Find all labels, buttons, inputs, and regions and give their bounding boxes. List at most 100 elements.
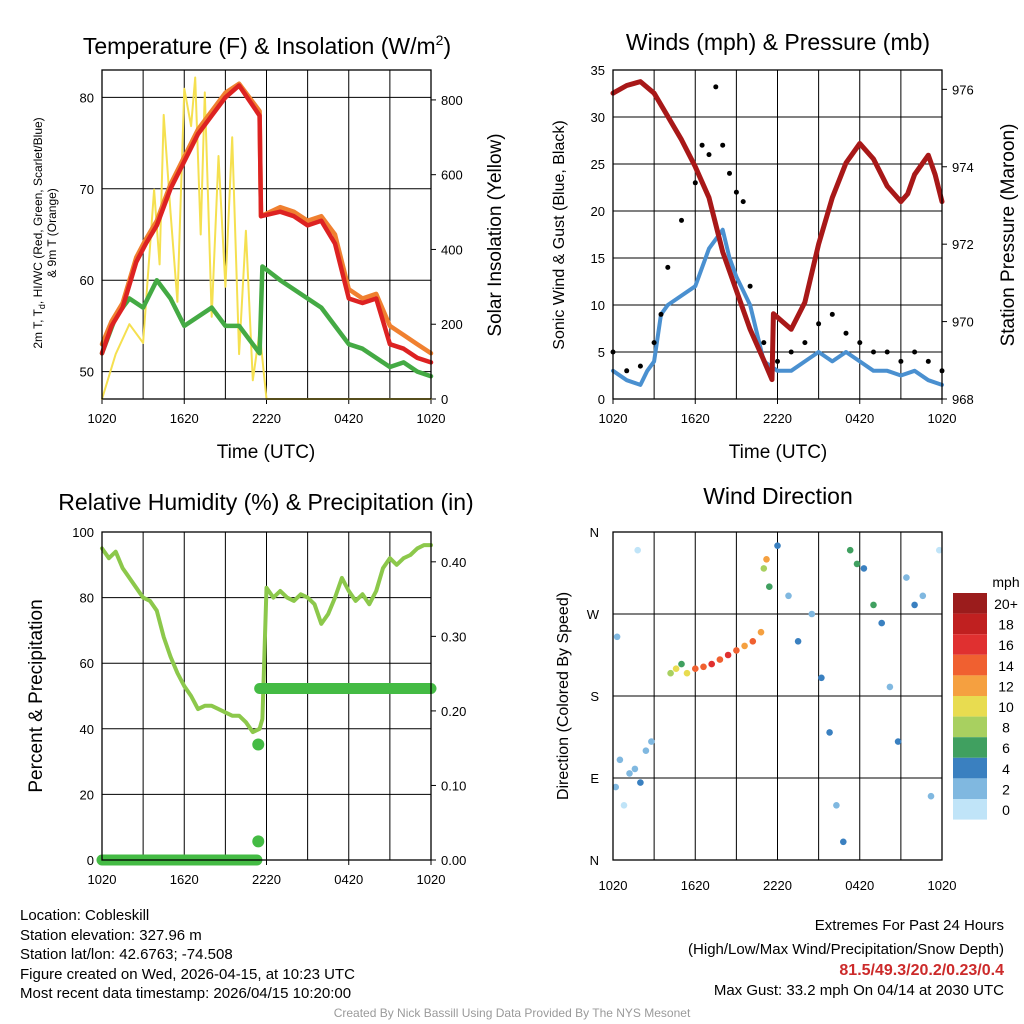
winds-ytick-label: 35	[591, 63, 605, 78]
dewpoint-series-line	[99, 264, 434, 379]
direction-point	[894, 738, 902, 745]
gust-point	[829, 311, 835, 317]
legend-label: 16	[998, 637, 1014, 653]
recent-data-text: Most recent data timestamp: 2026/04/15 1…	[20, 985, 352, 1002]
winds-ytick-label: 0	[598, 392, 605, 407]
humidity-y2tick-label: 0.40	[441, 555, 466, 570]
direction-point	[833, 802, 840, 809]
legend-title: mph	[992, 574, 1019, 590]
direction-point	[860, 565, 868, 572]
legend-swatch	[953, 613, 987, 635]
direction-point	[667, 669, 674, 677]
temperature-xlabel: Time (UTC)	[217, 442, 316, 463]
gust-point	[637, 363, 643, 369]
direction-point	[846, 546, 854, 554]
winds-ytick-label: 30	[591, 110, 605, 125]
legend-label: 4	[1002, 761, 1010, 777]
legend-label: 2	[1002, 781, 1010, 797]
direction-point	[620, 802, 628, 809]
direction-point	[612, 783, 619, 791]
station-info: Location: Cobleskill Station elevation: …	[20, 906, 355, 1004]
direction-ytick-label: E	[590, 771, 599, 786]
direction-xtick-label: 1620	[681, 878, 710, 893]
temperature-xtick-label: 0420	[334, 411, 363, 426]
direction-point	[927, 792, 935, 800]
direction-xtick-label: 1020	[599, 878, 628, 893]
direction-point	[763, 556, 770, 563]
relative-humidity-series-line	[100, 543, 433, 735]
temperature-xtick-label: 1020	[417, 411, 446, 426]
direction-ytick-label: W	[587, 607, 600, 622]
pressure-axis-label: Station Pressure (Maroon)	[998, 124, 1019, 347]
direction-point	[757, 628, 765, 636]
gust-point	[857, 340, 863, 346]
direction-point	[808, 610, 816, 618]
humidity-ytick-label: 100	[72, 525, 94, 540]
direction-point	[678, 660, 685, 668]
winds-ytick-label: 25	[591, 157, 605, 172]
extremes-info: Extremes For Past 24 Hours (High/Low/Max…	[688, 916, 1004, 1000]
direction-point	[936, 546, 943, 554]
extremes-title: Extremes For Past 24 Hours	[814, 917, 1004, 934]
winds-xtick-label: 1020	[928, 411, 957, 426]
winds-y2tick-label: 970	[952, 315, 974, 330]
gust-point	[843, 330, 849, 336]
humidity-plot: 1020 1620 2220 0420 1020 0 20 40 60 80 100 0.00 0.10…	[72, 525, 466, 887]
winds-y2tick-label: 972	[952, 237, 974, 252]
direction-title: Wind Direction	[703, 483, 853, 509]
humidity-y2tick-label: 0.30	[441, 629, 466, 644]
winds-ytick-label: 20	[591, 204, 605, 219]
temperature-ytick-label: 70	[80, 182, 94, 197]
legend-swatch	[953, 737, 987, 758]
winds-xtick-label: 0420	[845, 411, 874, 426]
direction-point	[870, 601, 877, 609]
legend-label: 10	[998, 699, 1014, 715]
direction-xtick-label: 2220	[763, 878, 792, 893]
direction-point	[642, 747, 650, 754]
winds-border	[612, 69, 943, 400]
winds-ytick-label: 10	[591, 298, 605, 313]
humidity-title: Relative Humidity (%) & Precipitation (i…	[58, 489, 473, 515]
speed-legend: 20+ 18 16 14 12 10 8 6 4 2 0	[953, 593, 1018, 820]
legend-swatch	[953, 778, 987, 799]
direction-point	[733, 647, 740, 654]
humidity-ytick-label: 40	[80, 722, 94, 737]
humidity-y2tick-label: 0.10	[441, 778, 466, 793]
gust-point	[727, 170, 732, 176]
humidity-y2tick-label: 0.00	[441, 853, 466, 868]
legend-swatch	[953, 696, 987, 717]
direction-point	[760, 565, 768, 572]
direction-point	[818, 674, 825, 682]
direction-border	[612, 531, 943, 861]
humidity-xtick-label: 0420	[334, 872, 363, 887]
direction-point	[716, 656, 724, 663]
temperature-y2tick-label: 0	[441, 392, 448, 407]
direction-point	[700, 663, 707, 671]
direction-point	[911, 601, 918, 609]
created-text: Figure created on Wed, 2026-04-15, at 10…	[20, 965, 355, 983]
direction-ytick-label: N	[590, 853, 599, 868]
humidity-xtick-label: 1020	[88, 872, 117, 887]
latlon-text: Station lat/lon: 42.6763; -74.508	[20, 946, 233, 963]
direction-point	[766, 583, 773, 590]
direction-ylabel: Direction (Colored By Speed)	[555, 592, 572, 800]
gust-point	[692, 180, 698, 186]
gust-point	[912, 349, 918, 355]
temperature-y2tick-label: 600	[441, 168, 463, 183]
direction-point	[616, 756, 624, 764]
direction-point	[853, 560, 861, 568]
gust-point	[788, 349, 794, 355]
direction-point	[634, 546, 641, 554]
legend-swatch	[953, 654, 987, 676]
temperature-y2tick-label: 800	[441, 93, 463, 108]
legend-swatch	[953, 634, 987, 655]
winds-y2tick-label: 968	[952, 392, 974, 407]
max-gust-text: Max Gust: 33.2 mph On 04/14 at 2030 UTC	[713, 981, 1004, 999]
gust-point	[699, 142, 705, 148]
winds-panel: Winds (mph) & Pressure (mb) 1020 1620 2220…	[551, 29, 1019, 463]
direction-point	[741, 642, 748, 650]
extremes-values: 81.5/49.3/20.2/0.23/0.4	[839, 962, 1004, 979]
gust-point	[658, 311, 664, 317]
direction-point	[749, 638, 757, 645]
